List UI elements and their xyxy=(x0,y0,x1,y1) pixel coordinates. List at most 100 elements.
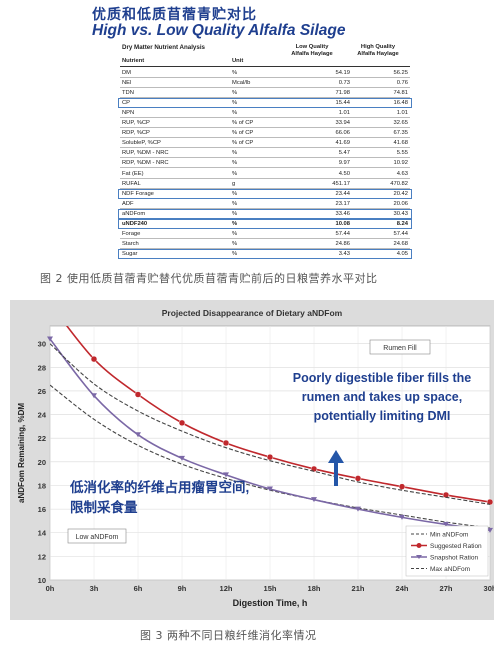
nutrient-cell: Starch xyxy=(122,240,139,247)
annotation-en-line-3: potentially limiting DMI xyxy=(314,409,451,423)
table-row: RUP, %DM - NRC% 5.47 5.55 xyxy=(120,148,410,159)
low-quality-header-line2: Alfalfa Haylage xyxy=(291,51,333,57)
nutrient-cell: SolubleP, %CP xyxy=(122,140,161,147)
x-tick-label: 27h xyxy=(440,584,453,593)
data-point xyxy=(398,483,406,490)
low-quality-cell: 451.17 xyxy=(332,180,350,187)
low-quality-cell: 9.97 xyxy=(338,160,350,167)
legend-marker xyxy=(416,543,422,548)
row-separator xyxy=(120,97,410,99)
nutrient-cell: uNDF240 xyxy=(122,220,148,227)
highlight-box xyxy=(118,98,412,109)
table-row: Starch% 24.86 24.68 xyxy=(120,239,410,249)
table-row: Sugar% 3.43 4.05 xyxy=(118,248,412,259)
row-separator xyxy=(120,237,410,239)
row-separator xyxy=(120,87,410,89)
high-quality-cell: 20.42 xyxy=(393,190,408,197)
unit-cell: % xyxy=(232,200,238,207)
table-row: DM% 54.19 56.25 xyxy=(120,68,410,79)
high-quality-cell: 4.05 xyxy=(396,250,408,257)
table-row: RDP, %CP % of CP 66.06 67.35 xyxy=(120,128,410,139)
table-title-cn: 优质和低质苜蓿青贮对比 xyxy=(92,7,257,23)
low-quality-cell: 23.17 xyxy=(335,200,350,207)
table-row: NDF Forage% 23.44 20.42 xyxy=(118,188,412,199)
nutrient-cell: Fat (EE) xyxy=(122,170,144,177)
data-point xyxy=(443,521,449,527)
low-andfom-box xyxy=(67,528,127,544)
row-separator xyxy=(120,117,410,119)
unit-cell: % of CP xyxy=(232,130,254,137)
high-quality-cell: 32.65 xyxy=(393,120,408,127)
data-point xyxy=(266,453,274,461)
nutrient-cell: RDP, %CP xyxy=(122,130,150,137)
nutrient-cell: ADF xyxy=(122,200,134,207)
x-tick-label: 21h xyxy=(352,584,365,593)
x-tick-label: 12h xyxy=(220,584,233,593)
table-row: RUFAL g 451.17 470.82 xyxy=(120,179,410,189)
low-quality-cell: 24.86 xyxy=(335,240,350,247)
high-quality-cell: 1.01 xyxy=(396,110,408,117)
low-quality-cell: 33.46 xyxy=(335,210,350,217)
table-title-en: High vs. Low Quality Alfalfa Silage xyxy=(92,22,346,39)
row-separator xyxy=(120,137,410,139)
data-point xyxy=(311,497,317,503)
low-andfom-label: Low aNDFom xyxy=(76,534,119,541)
row-separator xyxy=(120,157,410,159)
unit-cell: % of CP xyxy=(232,140,254,147)
low-quality-cell: 5.47 xyxy=(338,150,350,157)
data-point xyxy=(267,486,273,492)
high-quality-cell: 41.68 xyxy=(393,140,408,147)
unit-cell: % xyxy=(232,110,238,117)
y-tick-label: 24 xyxy=(38,411,47,420)
legend-label: Snapshot Ration xyxy=(430,555,478,562)
table-row: NEl Mcal/lb 0.73 0.76 xyxy=(120,78,410,89)
table-row: SolubleP, %CP % of CP 41.69 41.68 xyxy=(120,138,410,149)
unit-cell: % xyxy=(232,150,238,157)
data-point xyxy=(487,527,493,533)
y-tick-label: 20 xyxy=(38,458,46,467)
nutrient-cell: RUP, %CP xyxy=(122,120,150,127)
nutrient-cell: TDN xyxy=(122,90,134,97)
figure3-caption: 图 3 两种不同日粮纤维消化率情况 xyxy=(140,629,317,642)
data-point xyxy=(134,391,142,398)
row-separator xyxy=(120,177,410,179)
low-quality-header-line1: Low Quality xyxy=(295,44,329,50)
high-quality-header: High Quality Alfalfa Haylage xyxy=(347,44,409,58)
legend-label: Min aNDFom xyxy=(430,532,468,539)
table-row: aNDFom% 33.46 30.43 xyxy=(118,208,412,219)
y-tick-label: 28 xyxy=(38,363,46,372)
high-quality-header-line1: High Quality xyxy=(360,44,396,50)
unit-cell: % xyxy=(232,240,238,247)
highlight-box xyxy=(118,188,412,199)
high-quality-cell: 67.35 xyxy=(393,130,408,137)
data-point xyxy=(222,439,230,447)
unit-cell: % xyxy=(232,190,238,197)
unit-cell: % xyxy=(232,230,238,237)
highlight-box xyxy=(118,248,412,259)
unit-cell: % xyxy=(232,170,238,177)
legend-label: Suggested Ration xyxy=(430,543,482,550)
unit-cell: % xyxy=(232,220,238,227)
data-point xyxy=(178,419,186,427)
high-quality-cell: 0.76 xyxy=(396,80,408,87)
high-quality-cell: 470.82 xyxy=(390,180,408,187)
data-point xyxy=(399,514,405,520)
x-tick-label: 9h xyxy=(178,584,187,593)
nutrient-cell: CP xyxy=(122,100,131,107)
low-quality-cell: 3.43 xyxy=(338,250,350,257)
row-separator xyxy=(120,247,410,249)
y-tick-label: 26 xyxy=(38,387,46,396)
nutrient-cell: RUP, %DM - NRC xyxy=(122,150,169,157)
nutrient-cell: Sugar xyxy=(122,250,138,257)
nutrient-cell: RDP, %DM - NRC xyxy=(122,160,169,167)
unit-cell: % xyxy=(232,90,238,97)
nutrient-cell: Forage xyxy=(122,230,141,237)
unit-cell: Mcal/lb xyxy=(232,80,251,87)
table-row: ADF% 23.17 20.06 xyxy=(120,199,410,209)
row-separator xyxy=(120,77,410,79)
low-quality-cell: 54.19 xyxy=(335,70,350,76)
y-axis-label: aNDFom Remaining, %DM xyxy=(17,403,26,503)
annotation-en-line-2: rumen and takes up space, xyxy=(302,390,462,404)
high-quality-cell: 16.48 xyxy=(393,100,408,107)
x-tick-label: 6h xyxy=(134,584,143,593)
